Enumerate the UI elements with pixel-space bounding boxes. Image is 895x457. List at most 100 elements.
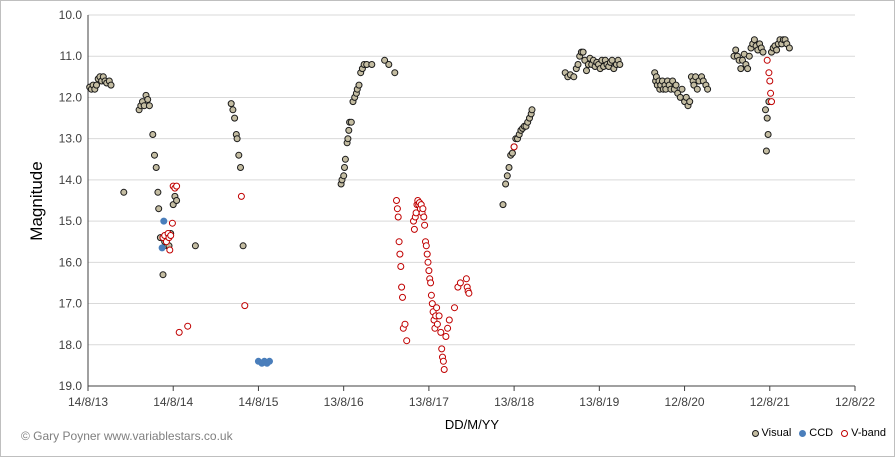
vband-point bbox=[394, 213, 402, 221]
visual-point bbox=[505, 164, 513, 171]
x-tick-label: 14/8/14 bbox=[153, 395, 193, 409]
visual-point bbox=[502, 180, 510, 188]
y-tick-label: 10.0 bbox=[59, 8, 83, 22]
visual-point bbox=[678, 85, 686, 93]
visual-point bbox=[231, 114, 239, 122]
vband-point bbox=[401, 320, 409, 328]
vband-point bbox=[427, 291, 435, 299]
vband-point bbox=[439, 357, 447, 365]
visual-point bbox=[154, 188, 162, 196]
visual-point bbox=[391, 69, 399, 77]
legend-item-ccd: CCD bbox=[799, 427, 833, 439]
visual-point bbox=[528, 106, 536, 114]
vband-point bbox=[398, 283, 406, 291]
visual-point bbox=[762, 147, 770, 155]
ccd-point bbox=[158, 244, 166, 252]
vband-point bbox=[175, 328, 183, 336]
vband-point bbox=[419, 205, 427, 213]
y-tick-label: 19.0 bbox=[59, 379, 83, 393]
visual-point bbox=[145, 102, 153, 110]
visual-point bbox=[237, 164, 244, 171]
x-tick-label: 14/8/15 bbox=[238, 395, 278, 409]
visual-point bbox=[239, 242, 247, 250]
vband-point bbox=[397, 263, 405, 270]
y-tick-label: 15.0 bbox=[59, 214, 83, 228]
y-tick-label: 12.0 bbox=[59, 90, 83, 104]
x-tick-label: 12/8/21 bbox=[750, 395, 790, 409]
vband-point bbox=[445, 316, 453, 324]
visual-point bbox=[107, 81, 115, 89]
vband-point bbox=[462, 275, 470, 283]
vband-point bbox=[167, 232, 175, 239]
visual-point bbox=[341, 155, 349, 163]
visual-point bbox=[233, 135, 241, 143]
visual-point bbox=[151, 151, 158, 159]
visual-point bbox=[574, 61, 582, 68]
visual-point bbox=[583, 67, 590, 75]
legend: Visual CCD V-band bbox=[751, 427, 886, 439]
x-tick-labels: 14/8/13 14/8/14 14/8/15 13/8/16 13/8/17 13/8/… bbox=[68, 395, 875, 409]
visual-point bbox=[508, 149, 516, 157]
vband-point bbox=[396, 250, 404, 258]
vband-point bbox=[424, 258, 432, 266]
copyright-credit: © Gary Poyner www.variablestars.co.uk bbox=[21, 429, 233, 443]
vband-point bbox=[184, 322, 192, 330]
visual-point bbox=[144, 96, 152, 103]
visual-point bbox=[579, 48, 587, 56]
y-tick-label: 13.0 bbox=[59, 132, 83, 146]
visual-point bbox=[764, 131, 772, 138]
visual-point bbox=[750, 36, 758, 44]
y-axis-title: Magnitude bbox=[27, 161, 46, 240]
vband-point bbox=[763, 56, 771, 64]
visual-point bbox=[693, 85, 701, 93]
legend-item-vband: V-band bbox=[841, 427, 886, 439]
visual-point bbox=[744, 65, 752, 73]
vband-point bbox=[403, 337, 411, 345]
vband-point bbox=[767, 89, 775, 97]
vband-point bbox=[420, 213, 428, 221]
x-tick-label: 14/8/13 bbox=[68, 395, 108, 409]
x-tick-label: 13/8/17 bbox=[409, 395, 449, 409]
vband-point bbox=[423, 250, 431, 258]
y-tick-label: 16.0 bbox=[59, 255, 83, 269]
legend-marker-ccd bbox=[799, 429, 807, 437]
visual-point bbox=[344, 135, 352, 143]
x-tick-label: 13/8/19 bbox=[579, 395, 619, 409]
vband-point bbox=[437, 328, 445, 336]
visual-point bbox=[385, 61, 393, 68]
vband-point bbox=[768, 98, 775, 106]
vband-point bbox=[422, 242, 430, 250]
visual-point bbox=[93, 81, 100, 89]
ccd-point bbox=[266, 357, 273, 365]
visual-point bbox=[672, 81, 680, 89]
visual-point bbox=[191, 242, 199, 250]
y-tick-label: 18.0 bbox=[59, 338, 83, 352]
y-tick-labels: 10.0 11.0 12.0 13.0 14.0 15.0 16.0 17.0 18.0 19.0 bbox=[59, 8, 83, 393]
vband-point bbox=[427, 279, 435, 287]
visual-point bbox=[503, 172, 511, 180]
visual-point bbox=[149, 131, 157, 138]
legend-label-ccd: CCD bbox=[809, 427, 834, 439]
vband-point bbox=[442, 333, 450, 340]
visual-point bbox=[120, 188, 128, 196]
vband-point bbox=[766, 77, 774, 85]
visual-point bbox=[763, 114, 771, 122]
vband-point bbox=[444, 324, 452, 332]
vband-point bbox=[440, 366, 448, 373]
x-axis-title: DD/M/YY bbox=[445, 417, 500, 432]
vband-point bbox=[435, 312, 443, 320]
vband-point bbox=[168, 219, 176, 227]
visual-point bbox=[368, 61, 376, 68]
visual-point bbox=[159, 271, 167, 279]
legend-label-visual: Visual bbox=[761, 427, 792, 439]
x-tick-label: 13/8/18 bbox=[494, 395, 534, 409]
visual-point bbox=[340, 172, 348, 180]
vband-point bbox=[456, 279, 464, 287]
vband-point bbox=[173, 182, 181, 190]
vband-point bbox=[465, 289, 473, 297]
vband-point bbox=[393, 205, 401, 213]
visual-point bbox=[235, 151, 243, 159]
vband-point bbox=[237, 192, 245, 200]
